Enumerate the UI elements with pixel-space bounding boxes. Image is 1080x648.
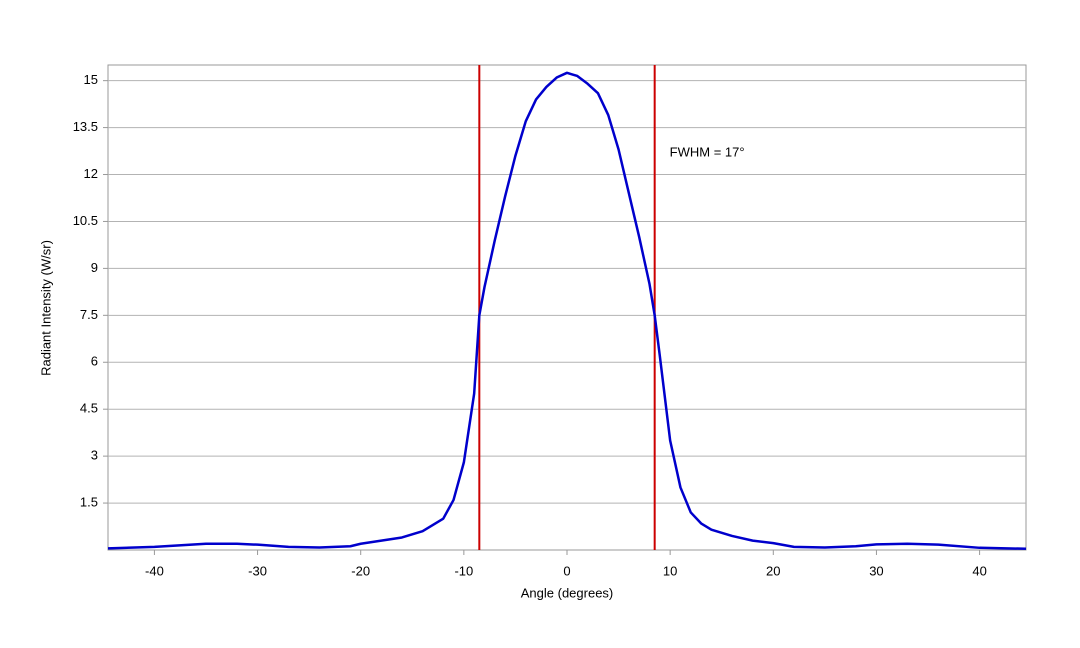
- y-axis-label: Radiant Intensity (W/sr): [38, 240, 53, 376]
- y-tick-label: 13.5: [73, 119, 98, 134]
- x-tick-label: 20: [766, 563, 780, 578]
- y-tick-label: 9: [91, 260, 98, 275]
- annotation: FWHM = 17°: [670, 144, 745, 159]
- plot-area: [107, 64, 1027, 551]
- x-tick-label: -40: [145, 563, 164, 578]
- y-tick-label: 1.5: [80, 495, 98, 510]
- y-tick-label: 3: [91, 448, 98, 463]
- x-tick-label: 30: [869, 563, 883, 578]
- data-line: [107, 71, 1027, 550]
- x-tick-label: -20: [351, 563, 370, 578]
- y-tick-label: 4.5: [80, 401, 98, 416]
- y-tick-label: 12: [84, 166, 98, 181]
- x-tick-label: 10: [663, 563, 677, 578]
- y-tick-label: 15: [84, 72, 98, 87]
- x-tick-label: -30: [248, 563, 267, 578]
- x-tick-label: -10: [454, 563, 473, 578]
- y-tick-label: 7.5: [80, 307, 98, 322]
- y-tick-label: 10.5: [73, 213, 98, 228]
- x-axis-label: Angle (degrees): [521, 585, 614, 600]
- x-tick-label: 0: [563, 563, 570, 578]
- y-tick-label: 6: [91, 354, 98, 369]
- x-tick-label: 40: [972, 563, 986, 578]
